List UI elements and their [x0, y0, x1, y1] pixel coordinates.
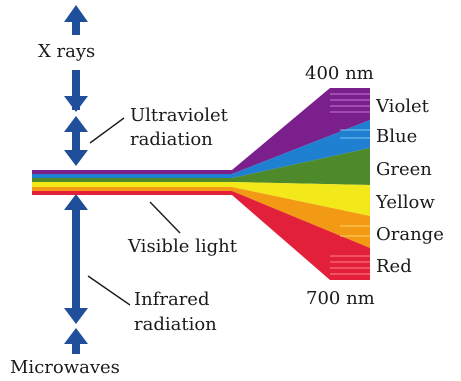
label-xrays: X rays — [38, 41, 95, 62]
label-green: Green — [376, 159, 432, 180]
label-700nm: 700 nm — [306, 288, 375, 309]
label-microwaves: Microwaves — [10, 357, 120, 378]
label-400nm: 400 nm — [305, 63, 374, 84]
em-arrow-axis — [64, 5, 88, 354]
label-yellow: Yellow — [375, 192, 435, 213]
label-orange: Orange — [376, 224, 444, 245]
visible-spectrum-fan — [32, 88, 370, 280]
label-uv-1: Ultraviolet — [130, 105, 229, 126]
label-uv-2: radiation — [130, 129, 213, 150]
label-violet: Violet — [375, 96, 430, 117]
label-ir-1: Infrared — [134, 289, 209, 310]
label-blue: Blue — [376, 126, 417, 147]
label-red: Red — [376, 256, 412, 277]
label-ir-2: radiation — [134, 314, 217, 335]
label-visible: Visible light — [127, 236, 238, 257]
leader-lines — [87, 117, 181, 306]
